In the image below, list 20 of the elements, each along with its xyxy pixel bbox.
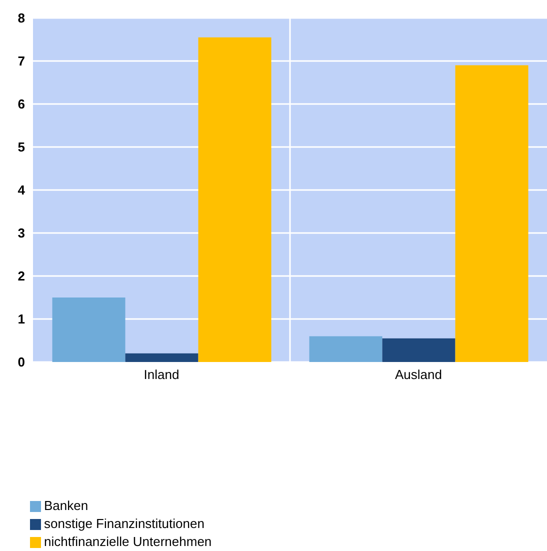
bar (125, 353, 198, 362)
x-tick-label: Ausland (395, 367, 442, 382)
x-tick-label: Inland (144, 367, 180, 382)
y-tick-label: 5 (18, 140, 25, 155)
bar (309, 336, 382, 362)
y-tick-label: 3 (18, 226, 25, 241)
legend-label: Banken (44, 497, 88, 515)
y-tick-label: 0 (18, 354, 25, 370)
bar (198, 37, 272, 362)
y-tick-label: 6 (18, 96, 25, 112)
y-tick-label: 1 (18, 312, 25, 327)
bar (455, 65, 528, 362)
bar (382, 338, 456, 362)
y-tick-label: 7 (18, 54, 25, 69)
y-tick-label: 2 (18, 268, 25, 284)
y-tick-label: 4 (18, 182, 26, 198)
bar (52, 298, 126, 362)
legend-label: sonstige Finanzinstitutionen (44, 515, 204, 533)
legend-label: nichtfinanzielle Unternehmen (44, 533, 212, 551)
y-tick-label: 8 (18, 10, 25, 26)
